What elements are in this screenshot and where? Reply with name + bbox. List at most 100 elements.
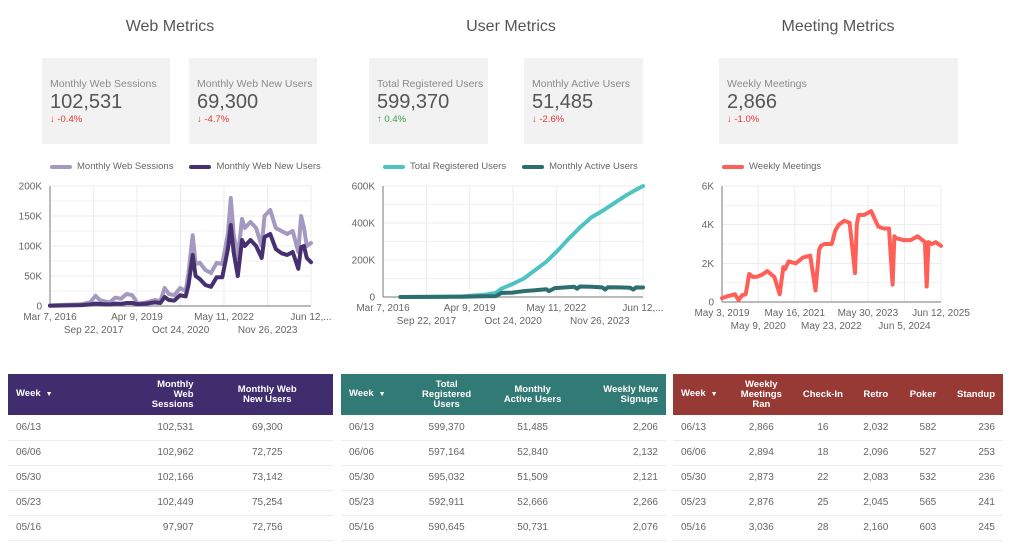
table-row[interactable]: 05/16 590,645 50,731 2,076 <box>341 515 666 541</box>
legend-swatch <box>722 164 744 169</box>
column-header-monthly-web-new-users[interactable]: Monthly Web New Users <box>202 374 333 415</box>
column-header-monthly-web-sessions[interactable]: Monthly Web Sessions <box>100 374 201 415</box>
column-header-week[interactable]: Week ▼ <box>8 374 100 415</box>
x-tick-label: Oct 24, 2020 <box>152 325 210 336</box>
cell-value: 236 <box>944 465 1003 491</box>
cell-value: 52,666 <box>486 490 579 516</box>
column-header-label: Web <box>173 388 194 400</box>
legend-swatch <box>189 164 212 169</box>
column-header-week[interactable]: Week ▼ <box>341 374 406 415</box>
column-header-label: Monthly <box>157 378 194 390</box>
legend-item[interactable]: Total Registered Users <box>383 161 506 172</box>
column-header-week[interactable]: Week ▼ <box>673 374 730 415</box>
legend-item[interactable]: Monthly Active Users <box>522 161 638 172</box>
column-header-label: Week <box>349 388 374 399</box>
table-row[interactable]: 06/06 597,164 52,840 2,132 <box>341 440 666 466</box>
cell-value: 592,911 <box>406 490 487 516</box>
cell-value: 241 <box>944 490 1003 516</box>
legend-swatch <box>522 164 545 169</box>
sort-descending-icon[interactable]: ▼ <box>378 391 386 398</box>
cell-value: 28 <box>792 515 854 541</box>
scorecard-total-registered-users[interactable]: Total Registered Users 599,370 ↑ 0.4% <box>369 58 488 144</box>
column-header-total-registered-users[interactable]: Total Registered Users <box>406 374 487 415</box>
table-header-row: Week ▼ Weekly Meetings Ran Check-In Retro Poker… <box>673 374 1003 415</box>
table-row[interactable]: 05/16 97,907 72,756 <box>8 515 333 541</box>
series-line-monthly-active-users[interactable] <box>398 284 645 299</box>
x-tick-label: May 11, 2022 <box>194 312 254 323</box>
x-tick-label: Nov 26, 2023 <box>570 316 630 327</box>
y-tick-label: 2K <box>702 259 715 270</box>
cell-value: 2,083 <box>853 465 899 491</box>
user-metrics-title: User Metrics <box>466 18 556 35</box>
scorecard-label: Weekly Meetings <box>727 78 807 90</box>
scorecard-monthly-web-sessions[interactable]: Monthly Web Sessions 102,531 ↓ -0.4% <box>42 58 170 144</box>
column-header-poker[interactable]: Poker <box>898 374 944 415</box>
x-tick-label: Apr 9, 2019 <box>444 303 496 314</box>
delta-value: -4.7% <box>204 114 230 125</box>
y-tick-label: 400K <box>352 219 376 230</box>
column-header-standup[interactable]: Standup <box>944 374 1003 415</box>
table-row[interactable]: 05/16 3,036 28 2,160 603 245 <box>673 515 1003 541</box>
table-row[interactable]: 05/23 592,911 52,666 2,266 <box>341 490 666 516</box>
y-tick-label: 150K <box>19 212 43 223</box>
table-row[interactable]: 06/13 2,866 16 2,032 582 236 <box>673 415 1003 441</box>
table-row[interactable]: 05/30 2,873 22 2,083 532 236 <box>673 465 1003 491</box>
column-header-check-in[interactable]: Check-In <box>792 374 853 415</box>
table-row[interactable]: 05/23 102,449 75,254 <box>8 490 333 516</box>
legend-item[interactable]: Monthly Web Sessions <box>50 161 173 172</box>
column-header-label: Registered <box>422 388 472 400</box>
table-row[interactable]: 06/06 2,894 18 2,096 527 253 <box>673 440 1003 466</box>
scorecard-monthly-active-users[interactable]: Monthly Active Users 51,485 ↓ -2.6% <box>524 58 643 144</box>
table-row[interactable]: 06/13 102,531 69,300 <box>8 415 333 441</box>
scorecard-delta: ↑ 0.4% <box>377 114 488 125</box>
legend-label: Monthly Active Users <box>549 161 638 172</box>
column-header-label: Sessions <box>151 398 194 410</box>
cell-week: 06/06 <box>673 440 731 466</box>
cell-value: 565 <box>898 490 945 516</box>
column-header-weekly-new-signups[interactable]: Weekly New Signups <box>578 374 666 415</box>
arrow-up-icon: ↑ <box>377 114 382 125</box>
series-line-monthly-web-new-users[interactable] <box>48 223 313 308</box>
table-row[interactable]: 06/06 102,962 72,725 <box>8 440 333 466</box>
column-header-label: Poker <box>909 388 937 400</box>
column-header-monthly-active-users[interactable]: Monthly Active Users <box>487 374 578 415</box>
table-row[interactable]: 06/13 599,370 51,485 2,206 <box>341 415 666 441</box>
column-header-label: New Users <box>242 393 292 405</box>
table-row[interactable]: 05/30 102,166 73,142 <box>8 465 333 491</box>
x-tick-label: May 30, 2023 <box>838 308 899 319</box>
table-row[interactable]: 05/23 2,876 25 2,045 565 241 <box>673 490 1003 516</box>
x-tick-label: Mar 7, 2016 <box>23 312 77 323</box>
cell-value: 2,121 <box>578 465 666 491</box>
cell-value: 582 <box>898 415 945 441</box>
legend-swatch <box>383 164 405 169</box>
sort-descending-icon[interactable]: ▼ <box>45 391 53 398</box>
table-row[interactable]: 05/30 595,032 51,509 2,121 <box>341 465 666 491</box>
scorecard-delta: ↓ -4.7% <box>197 114 317 125</box>
cell-value: 25 <box>792 490 854 516</box>
cell-value: 532 <box>898 465 945 491</box>
scorecard-monthly-web-new-users[interactable]: Monthly Web New Users 69,300 ↓ -4.7% <box>189 58 317 144</box>
user-metrics-chart[interactable]: 0 200K 400K 600K Mar 7, 2016 Apr 9, 2019 May 1… <box>340 175 680 345</box>
cell-value: 3,036 <box>730 515 793 541</box>
x-tick-label: May 23, 2022 <box>801 321 862 332</box>
meeting-metrics-chart[interactable]: 0 2K 4K 6K May 3, 2019 May 16, 2021 May 30, 20… <box>680 175 1023 345</box>
scorecard-weekly-meetings[interactable]: Weekly Meetings 2,866 ↓ -1.0% <box>719 58 958 144</box>
cell-value: 2,045 <box>853 490 899 516</box>
cell-value: 236 <box>944 415 1003 441</box>
series-line-monthly-web-sessions[interactable] <box>48 196 313 308</box>
cell-value: 2,076 <box>578 515 666 541</box>
sort-descending-icon[interactable]: ▼ <box>710 391 718 398</box>
legend-item[interactable]: Weekly Meetings <box>722 161 821 172</box>
column-header-weekly-meetings-ran[interactable]: Weekly Meetings Ran <box>730 374 792 415</box>
x-tick-label: Apr 9, 2019 <box>111 312 163 323</box>
table-header-row: Week ▼ Monthly Web Sessions Monthly Web New Us… <box>8 374 333 415</box>
y-tick-label: 50K <box>24 272 42 283</box>
web-metrics-chart[interactable]: 0 50K 100K 150K 200K Mar 7, 2016 Apr 9, 2019 Ma… <box>0 175 340 345</box>
x-tick-label: Jun 12, 2025 <box>912 308 970 319</box>
cell-value: 2,206 <box>578 415 666 441</box>
legend-item[interactable]: Monthly Web New Users <box>189 161 321 172</box>
series-line-weekly-meetings[interactable] <box>720 209 943 303</box>
column-header-retro[interactable]: Retro <box>853 374 898 415</box>
y-tick-label: 4K <box>702 220 715 231</box>
y-tick-label: 0 <box>36 302 42 313</box>
